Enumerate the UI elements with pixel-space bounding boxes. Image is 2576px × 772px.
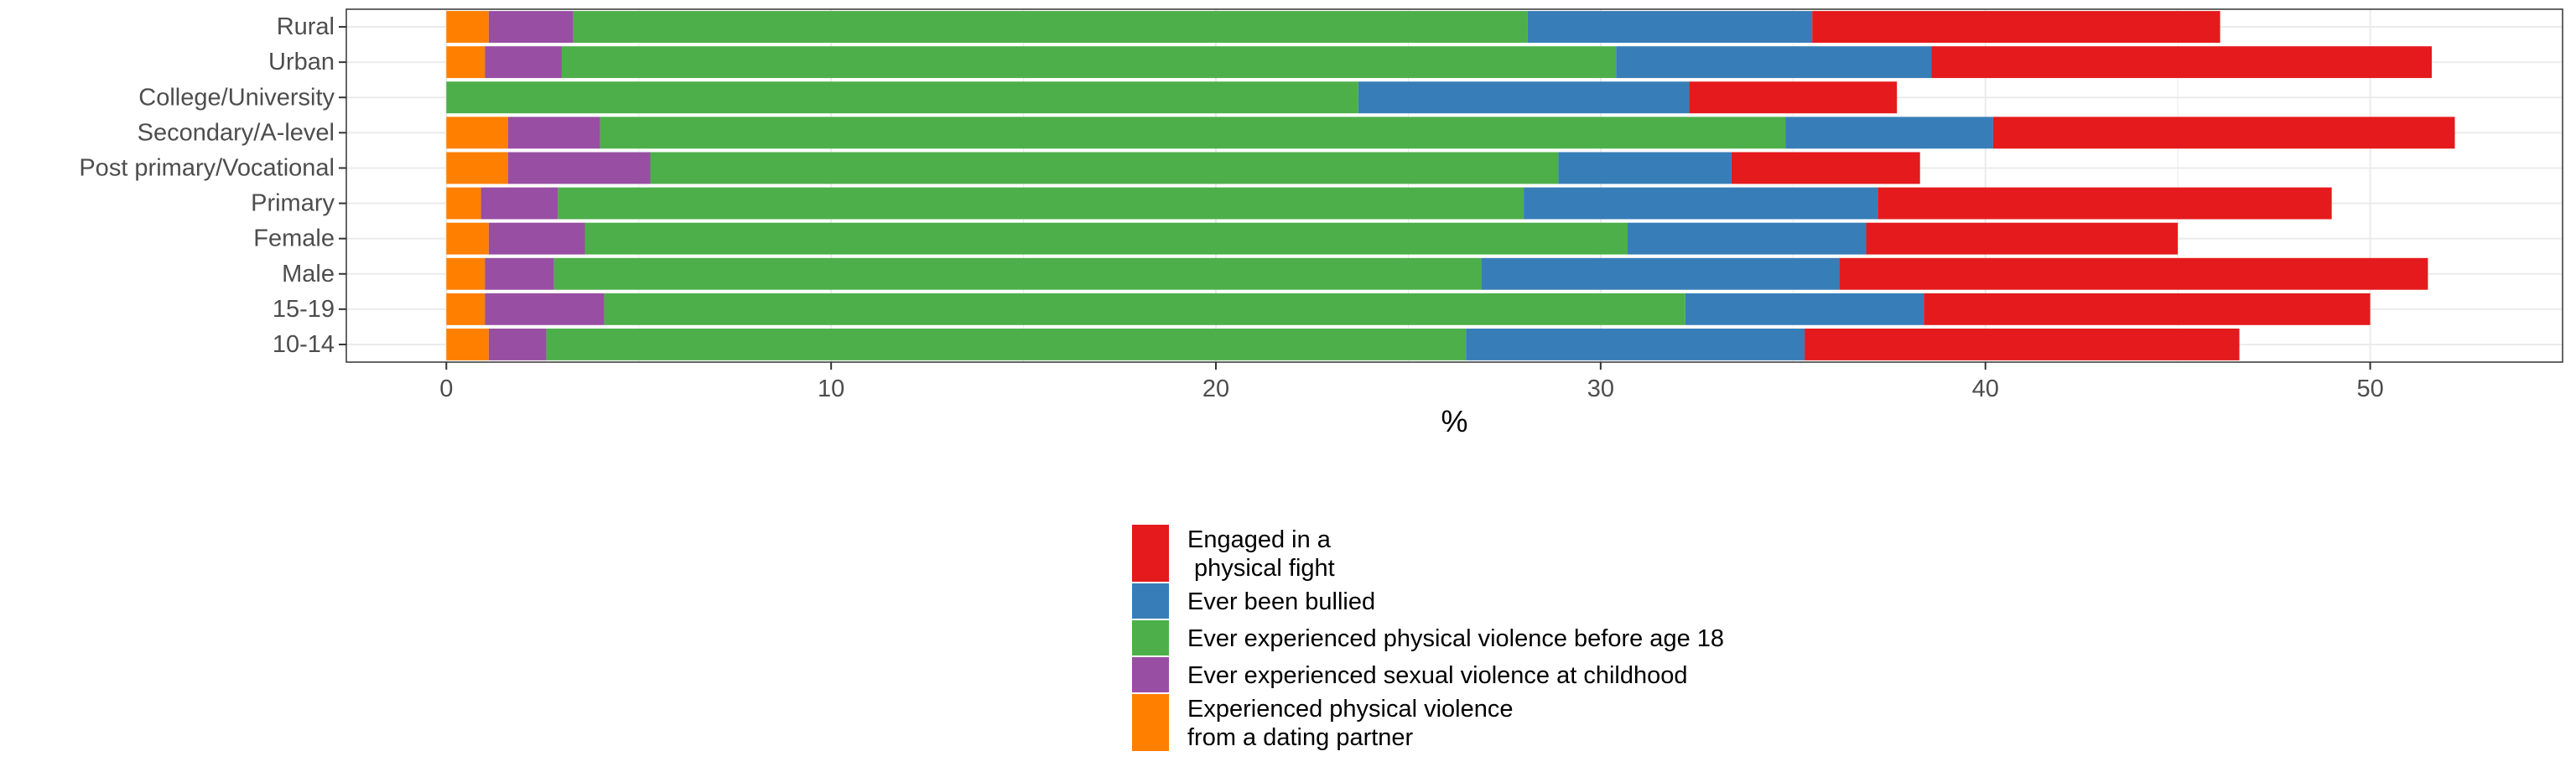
- bar-segment: [1558, 152, 1732, 184]
- bar-segment: [485, 46, 562, 79]
- bar-segment: [546, 329, 1467, 360]
- bar-segment: [480, 187, 558, 220]
- bar-segment: [558, 187, 1524, 220]
- bar-segment: [1466, 329, 1805, 360]
- legend: Engaged in a physical fight Ever been bul…: [1132, 525, 1724, 751]
- bar-segment: [507, 152, 651, 184]
- bar-segment: [1616, 46, 1932, 79]
- bar-segment: [1992, 117, 2455, 149]
- y-tick-label: 15-19: [273, 296, 335, 323]
- legend-label: Ever experienced sexual violence at chil…: [1187, 662, 1687, 689]
- bar-segment: [600, 117, 1786, 149]
- y-tick-label: Post primary/Vocational: [79, 154, 335, 181]
- y-tick-label: 10-14: [273, 331, 335, 358]
- bar-segment: [561, 46, 1617, 79]
- bar-segment: [1481, 257, 1840, 290]
- y-tick-label: Female: [253, 225, 335, 252]
- y-tick-label: College/University: [138, 84, 335, 111]
- legend-key-ever-been-bullied: [1132, 583, 1169, 619]
- bar-segment: [604, 293, 1685, 325]
- bar-segment: [446, 46, 486, 79]
- x-tick-label: 30: [1587, 376, 1614, 402]
- bar-segment: [650, 152, 1559, 184]
- bar-segment: [1877, 187, 2332, 220]
- bar-segment: [446, 81, 1358, 114]
- bar-segment: [573, 11, 1528, 43]
- bar-segment: [1839, 257, 2428, 290]
- bar-segment: [446, 117, 508, 149]
- x-axis: 0 10 20 30 40 50: [439, 362, 2384, 402]
- legend-key-ever-experienced-sexual-violence-at-childhood: [1132, 657, 1169, 692]
- legend-label: Engaged in a physical fight: [1187, 526, 1335, 582]
- bar-segment: [485, 293, 605, 325]
- bar-segment: [1358, 81, 1690, 114]
- y-tick-label: Male: [282, 261, 335, 288]
- y-tick-label: Rural: [277, 13, 335, 40]
- legend-label: Experienced physical violence from a dati…: [1187, 696, 1514, 751]
- bar-segment: [446, 293, 486, 325]
- bar-segment: [1785, 117, 1993, 149]
- bar-layer: [446, 11, 2455, 360]
- x-tick-label: 20: [1202, 376, 1229, 402]
- plot-panel-border: [345, 8, 2563, 363]
- bar-segment: [446, 152, 508, 184]
- bar-segment: [553, 257, 1482, 290]
- bar-segment: [446, 257, 486, 290]
- bar-segment: [446, 11, 489, 43]
- bar-segment: [488, 11, 574, 43]
- legend-label: Ever been bullied: [1187, 588, 1375, 615]
- bar-segment: [1812, 11, 2220, 43]
- bar-segment: [1924, 293, 2371, 325]
- bar-segment: [488, 329, 547, 360]
- legend-label: Ever experienced physical violence befor…: [1187, 625, 1724, 652]
- legend-key-ever-experienced-physical-violence-before-age-18: [1132, 620, 1169, 655]
- bar-segment: [485, 257, 554, 290]
- x-axis-title: %: [1441, 404, 1467, 438]
- bar-segment: [446, 187, 481, 220]
- bar-segment: [1805, 329, 2240, 360]
- y-axis: Rural Urban College/University Secondary/A-…: [79, 13, 346, 358]
- bar-segment: [1689, 81, 1898, 114]
- bar-segment: [488, 222, 585, 255]
- bar-segment: [1627, 222, 1867, 255]
- bar-segment: [1866, 222, 2179, 255]
- bar-segment: [1524, 187, 1878, 220]
- bar-segment: [1685, 293, 1924, 325]
- y-tick-label: Primary: [251, 190, 335, 217]
- bar-segment: [1527, 11, 1813, 43]
- bar-segment: [446, 222, 489, 255]
- legend-key-experienced-physical-violence-from-a-dating-partner: [1132, 694, 1169, 751]
- x-tick-label: 0: [439, 376, 453, 402]
- x-tick-label: 10: [818, 376, 844, 402]
- y-tick-label: Urban: [268, 49, 335, 75]
- x-tick-label: 40: [1972, 376, 1999, 402]
- bar-segment: [584, 222, 1628, 255]
- legend-key-engaged-in-a-physical-fight: [1132, 525, 1169, 582]
- bar-segment: [507, 117, 600, 149]
- bar-segment: [446, 329, 489, 360]
- x-tick-label: 50: [2356, 376, 2383, 402]
- bar-segment: [1931, 46, 2432, 79]
- bar-segment: [1731, 152, 1920, 184]
- y-tick-label: Secondary/A-level: [138, 119, 335, 146]
